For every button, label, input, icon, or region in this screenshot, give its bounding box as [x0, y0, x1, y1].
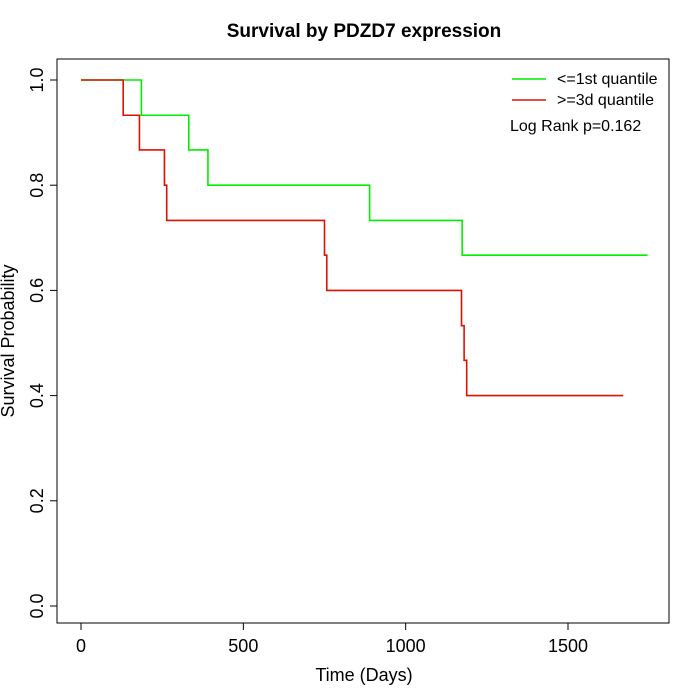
y-axis: 0.0 0.2 0.4 0.6 0.8 1.0 [27, 67, 58, 619]
y-tick-label: 0.0 [27, 593, 47, 618]
y-tick-label: 0.2 [27, 488, 47, 513]
chart-title: Survival by PDZD7 expression [227, 21, 502, 42]
series-line-1 [81, 79, 624, 397]
y-tick-label: 1.0 [27, 67, 47, 92]
x-tick-label: 500 [228, 636, 258, 656]
legend: <=1st quantile >=3d quantile [512, 71, 658, 109]
x-tick-label: 1000 [386, 636, 426, 656]
log-rank-annotation: Log Rank p=0.162 [510, 118, 641, 135]
legend-label: <=1st quantile [557, 71, 658, 88]
y-tick-label: 0.8 [27, 173, 47, 198]
series-line-0 [81, 79, 648, 256]
x-tick-label: 0 [76, 636, 86, 656]
y-tick-label: 0.6 [27, 278, 47, 303]
series-layer [81, 79, 648, 397]
y-tick-label: 0.4 [27, 383, 47, 408]
x-axis-label: Time (Days) [315, 665, 412, 685]
x-axis: 0 500 1000 1500 [76, 622, 588, 656]
y-axis-label: Survival Probability [0, 264, 18, 417]
x-tick-label: 1500 [548, 636, 588, 656]
plot-frame [56, 58, 670, 624]
legend-label: >=3d quantile [557, 92, 654, 109]
